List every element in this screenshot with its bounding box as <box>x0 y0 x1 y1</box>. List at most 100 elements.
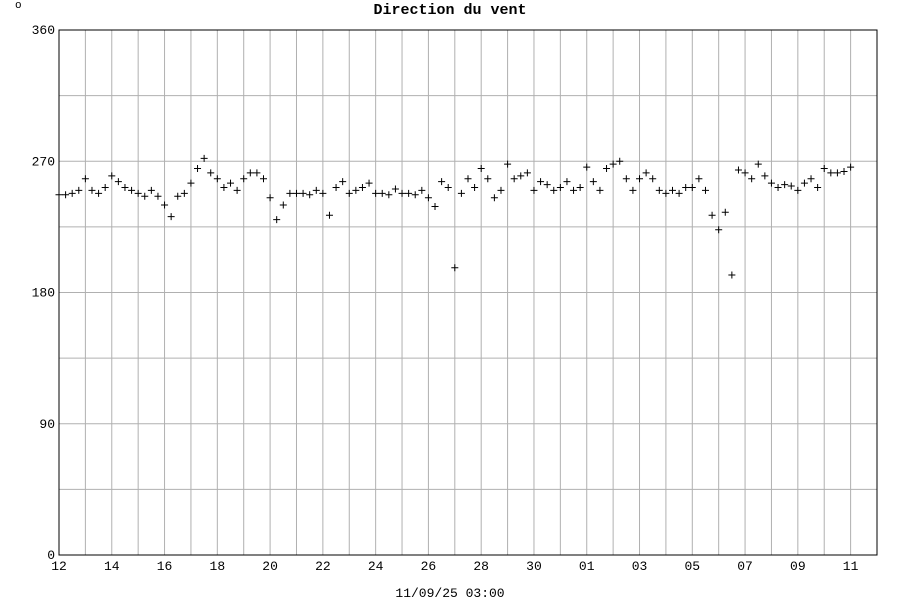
x-tick-label: 20 <box>262 559 278 574</box>
data-point <box>273 216 281 224</box>
data-point <box>299 189 307 197</box>
data-point <box>227 179 235 187</box>
data-point <box>438 178 446 186</box>
data-point <box>761 172 769 180</box>
data-point <box>279 201 287 209</box>
data-point <box>253 169 261 177</box>
data-point <box>695 175 703 183</box>
data-point <box>128 186 136 194</box>
data-point <box>372 189 380 197</box>
data-point <box>358 184 366 191</box>
data-point <box>642 169 650 177</box>
x-tick-label: 09 <box>790 559 806 574</box>
x-tick-label: 28 <box>473 559 489 574</box>
data-point <box>325 211 333 219</box>
data-point <box>636 175 644 183</box>
data-point <box>312 186 320 194</box>
data-point <box>457 189 465 197</box>
data-point <box>510 175 518 183</box>
y-tick-label: 270 <box>32 154 55 169</box>
x-tick-label: 12 <box>51 559 67 574</box>
data-point <box>787 182 795 190</box>
data-point <box>589 178 597 186</box>
data-point <box>497 186 505 194</box>
data-point <box>794 186 802 194</box>
data-point <box>682 184 690 191</box>
chart-title: Direction du vent <box>373 2 526 19</box>
x-tick-label: 01 <box>579 559 595 574</box>
data-point <box>616 157 624 165</box>
data-point <box>721 208 729 216</box>
data-point <box>748 175 756 183</box>
x-tick-label: 18 <box>210 559 226 574</box>
data-point <box>741 169 749 177</box>
data-point <box>675 189 683 197</box>
data-point <box>708 211 716 219</box>
x-tick-label: 05 <box>684 559 700 574</box>
plot-frame <box>58 29 878 556</box>
x-tick-label: 03 <box>632 559 648 574</box>
data-point <box>391 185 399 193</box>
data-point <box>134 189 142 197</box>
x-tick-label: 16 <box>157 559 173 574</box>
data-point <box>187 179 195 187</box>
data-point <box>240 175 248 183</box>
data-point <box>715 226 723 234</box>
data-point <box>200 154 208 162</box>
data-point <box>688 184 696 191</box>
data-point <box>75 186 83 194</box>
data-point <box>411 191 419 199</box>
data-point <box>167 213 175 221</box>
data-point <box>121 184 129 191</box>
data-point <box>827 169 835 177</box>
data-point <box>444 184 452 191</box>
data-point <box>464 175 472 183</box>
data-point <box>141 192 149 200</box>
data-point <box>754 160 762 168</box>
data-point <box>517 172 525 180</box>
data-point <box>840 167 848 175</box>
data-point <box>814 184 822 191</box>
data-point <box>556 184 564 191</box>
data-point <box>490 194 498 202</box>
y-tick-label: 0 <box>47 548 55 563</box>
data-point <box>101 184 109 191</box>
data-point <box>292 189 300 197</box>
data-point <box>418 186 426 194</box>
data-point <box>629 186 637 194</box>
data-point <box>339 178 347 186</box>
data-point <box>484 175 492 183</box>
x-tick-label: 26 <box>421 559 437 574</box>
data-point <box>833 169 841 177</box>
x-tick-label: 11 <box>843 559 859 574</box>
data-point <box>800 179 808 187</box>
y-tick-label: 90 <box>39 417 55 432</box>
data-point <box>398 189 406 197</box>
y-tick-label: 360 <box>32 23 55 38</box>
data-point <box>345 189 353 197</box>
data-point <box>365 179 373 187</box>
data-point <box>622 175 630 183</box>
data-point <box>332 184 340 191</box>
data-point <box>154 192 162 200</box>
x-tick-label: 30 <box>526 559 542 574</box>
data-point <box>431 202 439 210</box>
data-point <box>603 165 611 173</box>
data-point <box>807 175 815 183</box>
data-point <box>649 175 657 183</box>
data-point <box>319 189 327 197</box>
x-tick-label: 07 <box>737 559 753 574</box>
data-point <box>523 169 531 177</box>
data-point <box>207 169 215 177</box>
data-point <box>576 184 584 191</box>
data-point <box>504 160 512 168</box>
y-tick-label: 180 <box>32 286 55 301</box>
x-tick-label: 22 <box>315 559 331 574</box>
x-axis-label: 11/09/25 03:00 <box>395 586 504 600</box>
data-point <box>655 186 663 194</box>
data-point <box>81 175 89 183</box>
data-point <box>174 192 182 200</box>
data-point <box>286 189 294 197</box>
data-point <box>114 178 122 186</box>
